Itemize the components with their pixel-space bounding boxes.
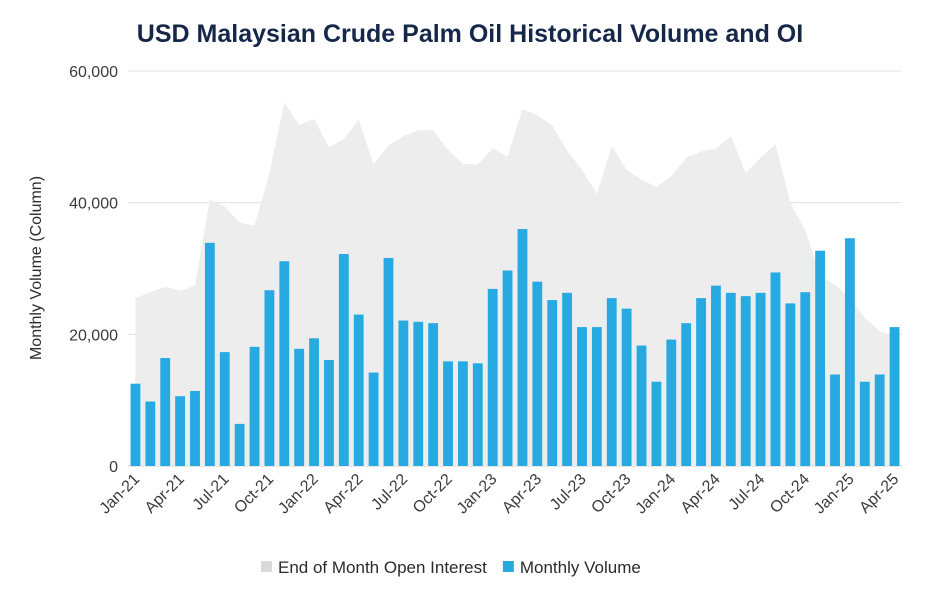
volume-bar-may-21 [190,390,200,466]
volume-bar-apr-23 [532,281,543,466]
volume-bar-feb-21 [145,401,156,466]
volume-bar-feb-24 [681,323,692,466]
volume-bar-jul-22 [398,320,409,466]
volume-bar-jun-21 [204,242,215,466]
volume-bar-dec-23 [651,381,662,466]
volume-bar-may-24 [725,292,736,466]
volume-bar-jun-23 [562,292,573,466]
volume-bar-dec-24 [830,374,840,466]
volume-bar-mar-25 [874,374,885,466]
x-tick-label: Jan-22 [275,471,322,518]
volume-bar-may-22 [368,372,379,466]
x-tick-label: Oct-23 [588,471,634,517]
volume-bar-mar-21 [160,358,171,466]
volume-bar-feb-22 [324,360,334,466]
volume-bar-sep-21 [249,346,260,466]
volume-bar-aug-24 [770,272,781,466]
x-tick-label: Jul-23 [547,471,590,514]
x-tick-label: Jul-21 [190,471,233,514]
volume-bar-dec-22 [472,363,483,466]
legend-label-open-interest: End of Month Open Interest [278,558,487,577]
x-tick-label: Oct-21 [231,471,277,517]
legend-swatch-monthly-volume [502,561,514,572]
y-axis-ticks: 0 20,000 40,000 60,000 [69,64,118,476]
volume-bar-oct-21 [264,290,275,466]
x-tick-label: Jan-25 [811,471,858,518]
x-tick-label: Jan-21 [97,471,144,518]
y-axis-label: Monthly Volume (Column) [28,176,45,360]
x-tick-label: Apr-21 [142,471,188,517]
volume-bar-jul-21 [219,352,230,466]
legend-swatch-open-interest [261,561,272,572]
volume-bar-nov-23 [636,345,647,466]
volume-bar-oct-24 [800,292,811,466]
volume-bar-jul-23 [577,327,587,466]
volume-bar-jul-24 [755,292,766,466]
volume-bar-aug-21 [234,423,245,466]
x-tick-label: Jul-24 [726,471,769,514]
volume-bar-jan-21 [130,383,141,466]
x-tick-label: Jan-23 [454,471,501,518]
x-tick-label: Oct-22 [410,471,456,517]
volume-bar-jan-25 [844,238,855,466]
x-tick-label: Jul-22 [368,471,411,514]
volume-bar-nov-22 [457,361,468,466]
x-tick-label: Apr-22 [321,471,367,517]
open-interest-area [135,102,895,466]
volume-bars-layer [130,229,900,466]
volume-bar-jun-22 [383,257,394,466]
volume-bar-aug-23 [591,327,602,466]
y-tick-label: 0 [109,459,118,476]
volume-bar-apr-25 [889,327,900,466]
volume-bar-sep-23 [606,298,617,466]
volume-bar-apr-22 [353,314,364,466]
x-tick-label: Apr-23 [499,471,545,517]
volume-bar-mar-22 [338,254,349,466]
volume-bar-apr-21 [175,396,186,466]
legend: End of Month Open Interest Monthly Volum… [261,558,641,577]
volume-bar-dec-21 [294,348,305,466]
volume-bar-jan-24 [666,339,677,466]
volume-bar-apr-24 [711,285,721,466]
y-tick-label: 40,000 [69,196,118,213]
volume-bar-feb-25 [859,381,870,466]
volume-bar-feb-23 [502,270,513,466]
volume-bar-jun-24 [740,296,751,466]
y-tick-label: 20,000 [69,327,118,344]
y-tick-label: 60,000 [69,64,118,81]
x-tick-label: Apr-24 [678,471,724,517]
chart-title: USD Malaysian Crude Palm Oil Historical … [137,20,803,48]
volume-bar-mar-24 [696,298,706,466]
volume-bar-sep-24 [785,303,796,466]
x-tick-label: Jan-24 [633,471,680,518]
volume-bar-jan-22 [309,338,319,466]
volume-bar-jan-23 [487,288,498,466]
volume-bar-oct-22 [443,361,453,466]
volume-bar-aug-22 [413,321,424,466]
x-tick-label: Apr-25 [856,471,902,517]
legend-label-monthly-volume: Monthly Volume [520,558,641,577]
open-interest-area-layer [135,102,895,466]
volume-bar-may-23 [547,300,558,466]
volume-bar-oct-23 [621,308,632,466]
volume-bar-nov-24 [815,250,826,466]
volume-bar-mar-23 [517,229,528,466]
volume-bar-sep-22 [428,323,439,466]
volume-bar-nov-21 [279,261,290,466]
x-tick-label: Oct-24 [767,471,813,517]
